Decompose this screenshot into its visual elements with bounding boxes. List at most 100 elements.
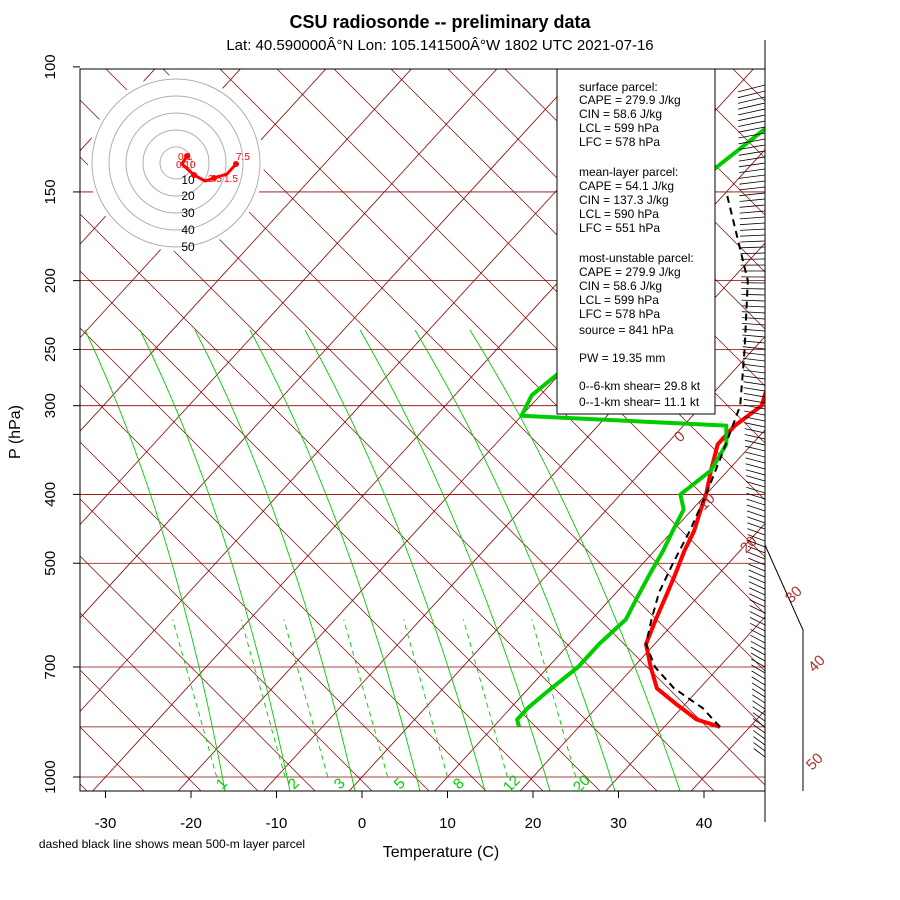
wind-barb xyxy=(743,381,766,386)
mixing-ratio-line xyxy=(283,619,329,778)
dry-adiabat-line xyxy=(80,498,373,791)
most-unstable-source: source = 841 hPa xyxy=(579,323,674,337)
wind-barb xyxy=(747,551,766,560)
wind-barb xyxy=(746,498,766,506)
y-tick-label: 200 xyxy=(42,268,59,293)
wind-barb xyxy=(739,174,766,179)
moist-adiabat-line xyxy=(84,329,226,791)
wind-barb xyxy=(748,575,766,584)
wind-barb xyxy=(752,718,766,728)
wind-barb xyxy=(738,108,766,116)
x-tick-label: -20 xyxy=(180,815,202,832)
hodograph-point xyxy=(233,161,239,167)
wind-barb xyxy=(742,346,766,350)
wind-barb xyxy=(740,246,766,249)
wind-barb xyxy=(745,469,766,476)
x-axis-label: Temperature (C) xyxy=(383,844,499,861)
mixing-ratio-label: 12 xyxy=(500,772,524,796)
wind-barb xyxy=(741,311,766,314)
moist-adiabat-line xyxy=(194,329,356,791)
x-axis: -30 -20 -10 0 10 20 30 40 xyxy=(95,791,713,832)
surface-cin: CIN = 58.6 J/kg xyxy=(579,107,662,121)
wind-barb xyxy=(750,628,766,638)
surface-lfc: LFC = 578 hPa xyxy=(579,135,660,149)
dry-adiabat-line xyxy=(80,555,316,791)
mixing-ratio-line xyxy=(462,619,508,778)
surface-cape: CAPE = 279.9 J/kg xyxy=(579,93,681,107)
wind-barb xyxy=(749,605,766,614)
wind-barb xyxy=(738,156,766,162)
wind-barb xyxy=(738,162,766,168)
wind-barb xyxy=(751,664,766,674)
wind-barb xyxy=(745,457,766,464)
hodograph-height-label: 0.10 xyxy=(176,160,196,171)
x-tick-label: 40 xyxy=(696,815,713,832)
wind-barb xyxy=(741,288,766,290)
dry-adiabat-line xyxy=(80,384,487,791)
wind-barb xyxy=(748,563,766,572)
y-tick-label: 400 xyxy=(42,482,59,507)
dry-adiabat-line xyxy=(162,69,765,672)
moist-adiabat-line xyxy=(414,329,616,791)
wind-barb xyxy=(737,84,766,93)
wind-barb xyxy=(740,252,766,254)
mixing-ratio-label: 3 xyxy=(331,775,349,793)
wind-barb xyxy=(738,126,766,133)
dry-adiabat-line xyxy=(219,69,765,615)
skew-label: 40 xyxy=(805,652,829,676)
wind-barb xyxy=(749,599,766,608)
wind-barb xyxy=(753,742,766,752)
y-axis-label: P (hPa) xyxy=(7,405,24,459)
wind-barb xyxy=(745,451,766,458)
hodograph-ring xyxy=(108,95,244,231)
mixing-ratio-label: 5 xyxy=(391,775,409,793)
skew-label: 30 xyxy=(782,583,806,607)
most-unstable-cape: CAPE = 279.9 J/kg xyxy=(579,265,681,279)
isotherm-line xyxy=(177,149,765,791)
wind-barb xyxy=(739,210,766,214)
isotherm-line xyxy=(519,522,765,791)
hodograph-point xyxy=(191,172,197,178)
surface-header: surface parcel: xyxy=(579,80,658,94)
y-tick-label: 100 xyxy=(42,54,59,79)
mixing-ratio-layer xyxy=(84,329,681,791)
wind-barb xyxy=(739,186,766,191)
dry-adiabat-line xyxy=(80,441,430,791)
wind-barb xyxy=(746,504,766,512)
hodograph-ring-label: 20 xyxy=(181,189,195,203)
x-tick-label: 20 xyxy=(525,815,542,832)
wind-barb xyxy=(743,369,766,374)
hodograph-ring xyxy=(91,78,261,248)
wind-barb xyxy=(743,387,766,392)
y-tick-label: 700 xyxy=(42,654,59,679)
chart-subtitle: Lat: 40.590000Â°N Lon: 105.141500Â°W 180… xyxy=(226,37,653,54)
wind-barb xyxy=(738,168,766,173)
isotherm-line xyxy=(776,67,900,792)
wind-barb xyxy=(747,545,766,554)
skew-label: 0 xyxy=(671,428,689,446)
hodograph-ring xyxy=(159,146,193,180)
shear-0-6km: 0--6-km shear= 29.8 kt xyxy=(579,379,701,393)
wind-barb xyxy=(741,293,766,296)
hodograph-ring-label: 30 xyxy=(181,206,195,220)
dry-adiabat-line xyxy=(276,69,765,558)
isotherm-line xyxy=(80,69,498,526)
wind-barb xyxy=(751,688,766,698)
isotherm-line xyxy=(861,67,900,792)
isotherm-line xyxy=(605,616,765,791)
precipitable-water: PW = 19.35 mm xyxy=(579,351,665,365)
hodograph-ring xyxy=(125,112,227,214)
hodograph-height-label: 0.1 xyxy=(178,152,192,163)
y-tick-label: 250 xyxy=(42,337,59,362)
wind-barb xyxy=(738,102,766,110)
hodograph-background xyxy=(88,75,264,251)
wind-barb xyxy=(752,706,766,716)
mixing-ratio-label: 20 xyxy=(570,772,594,796)
y-tick-label: 300 xyxy=(42,393,59,418)
wind-barb xyxy=(747,522,766,530)
wind-barb xyxy=(752,724,766,734)
wind-barb xyxy=(752,700,766,710)
wind-barb xyxy=(742,358,766,362)
hodograph-height-label: 7.5 xyxy=(236,152,250,163)
